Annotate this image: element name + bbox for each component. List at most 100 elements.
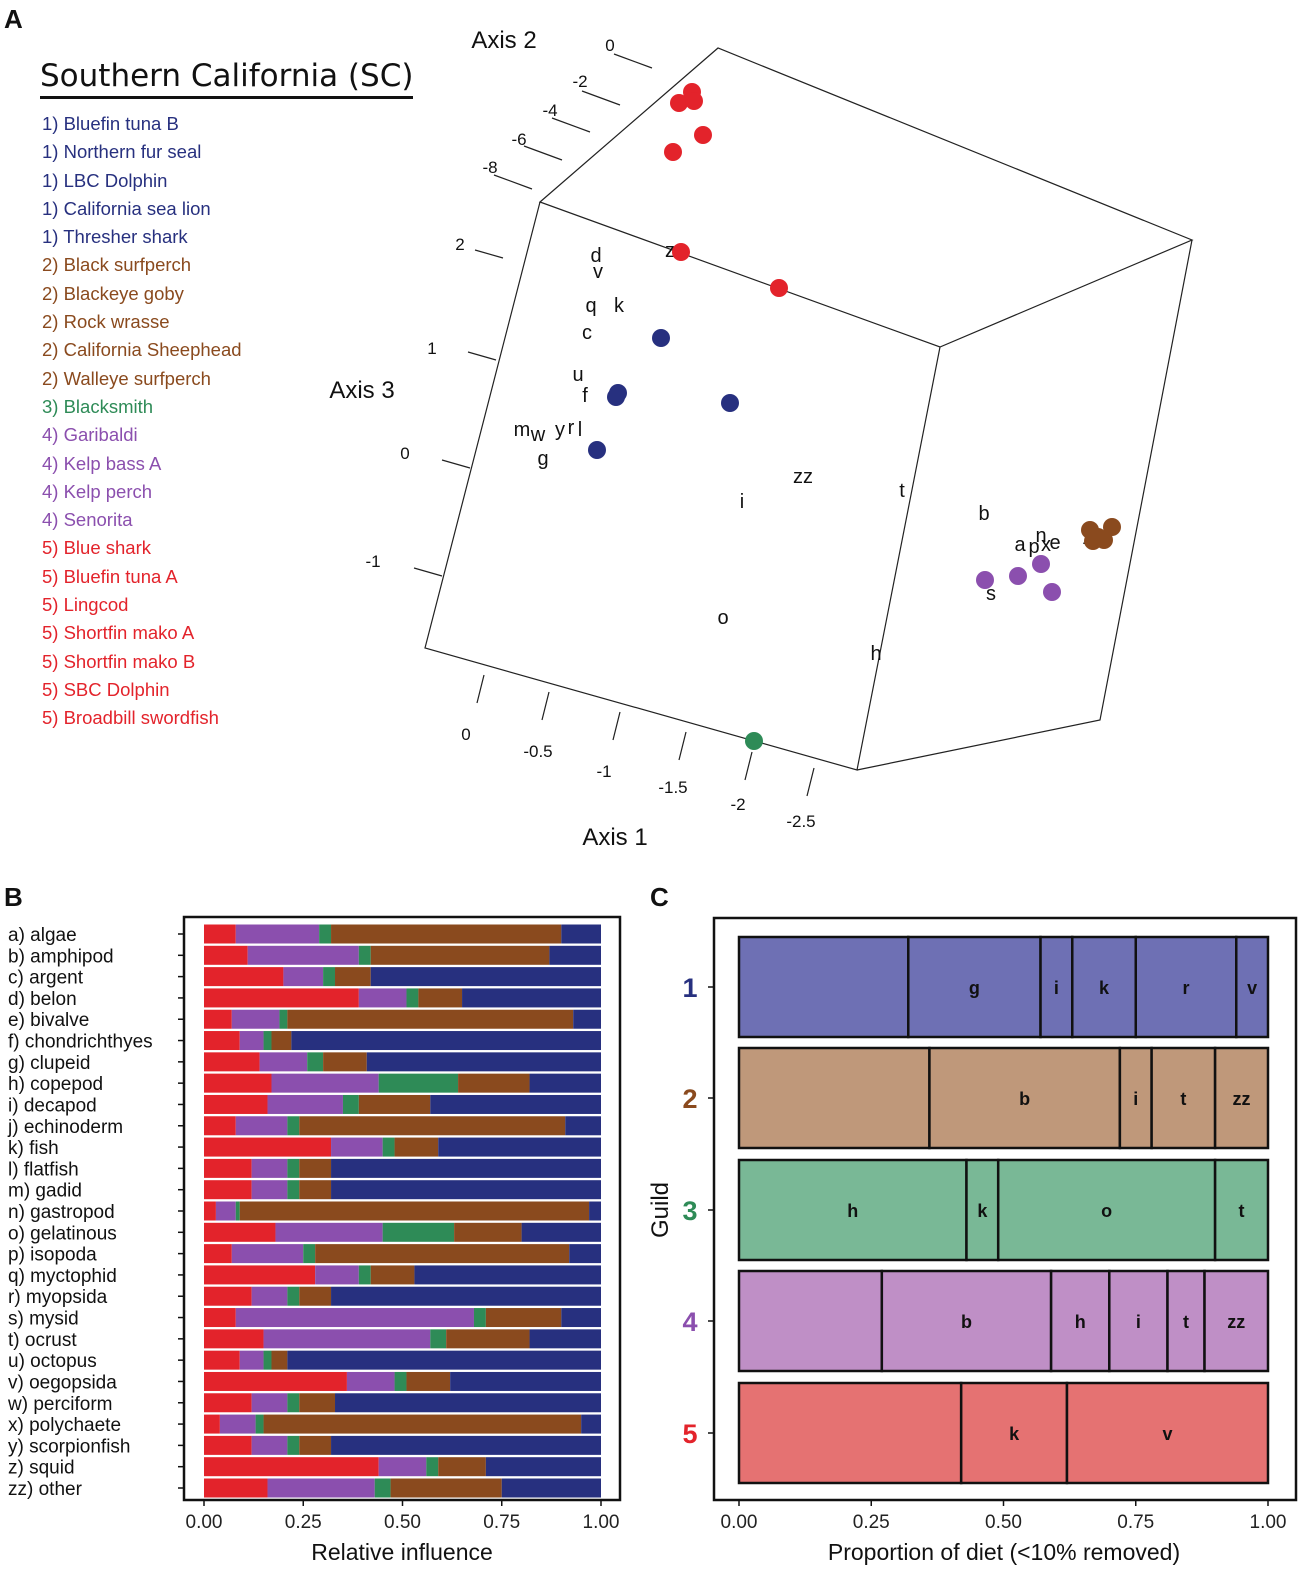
bar-segment bbox=[521, 1222, 601, 1242]
category-label: v) oegopsida bbox=[8, 1372, 117, 1393]
axis3-title: Axis 3 bbox=[329, 377, 394, 404]
bar-segment bbox=[323, 967, 336, 987]
legend-item: 3) Blacksmith bbox=[42, 395, 154, 417]
bar-segment bbox=[307, 1052, 324, 1072]
diet-item-label: m bbox=[514, 419, 531, 441]
axis1-tick bbox=[806, 767, 815, 797]
x-axis-title: Proportion of diet (<10% removed) bbox=[828, 1539, 1180, 1565]
diet-item-label: u bbox=[572, 364, 583, 386]
bar-segment bbox=[204, 945, 248, 965]
bar-segment bbox=[204, 1478, 268, 1498]
bar-segment bbox=[255, 1414, 264, 1434]
axis3-tick bbox=[467, 351, 497, 361]
category-label: i) decapod bbox=[8, 1095, 97, 1116]
category-label: a) algae bbox=[8, 925, 77, 946]
panel-label-b: B bbox=[4, 882, 23, 912]
guild-label: 2 bbox=[682, 1084, 697, 1114]
bar-segment bbox=[235, 1201, 240, 1221]
panel-a-content: 0 -2 -4 -6 -8 Axis 2 2 1 0 -1 Axis 3 0 -0.5 -1 -1.5 -2 -… bbox=[329, 27, 1194, 851]
bar-segment bbox=[215, 1201, 236, 1221]
diet-item-label: q bbox=[585, 295, 596, 317]
diet-segment bbox=[1213, 1046, 1270, 1150]
bar-segment bbox=[299, 1158, 332, 1178]
category-label: x) polychaete bbox=[8, 1415, 121, 1436]
bar-segment bbox=[561, 1308, 601, 1328]
axis2-tick bbox=[613, 53, 653, 69]
bar-segment bbox=[342, 1094, 359, 1114]
bar-segment bbox=[287, 1158, 300, 1178]
cube-edge bbox=[538, 47, 1194, 348]
diet-segment bbox=[1150, 1046, 1217, 1150]
x-tick-label: 0.00 bbox=[721, 1512, 758, 1533]
legend-item: 5) Broadbill swordfish bbox=[42, 707, 219, 729]
bar-segment bbox=[319, 924, 332, 944]
diet-item-label: f bbox=[582, 385, 588, 407]
bar-segment bbox=[299, 1435, 332, 1455]
bar-segment bbox=[204, 1244, 232, 1264]
diet-segment-label: i bbox=[1136, 1312, 1141, 1332]
bar-segment bbox=[331, 1180, 601, 1200]
bar-segment bbox=[414, 1265, 601, 1285]
bar-segment bbox=[235, 1116, 288, 1136]
diet-segment bbox=[737, 935, 910, 1039]
category-label: b) amphipod bbox=[8, 946, 114, 967]
bar-segment bbox=[287, 1009, 574, 1029]
axis1-tick bbox=[744, 751, 753, 781]
legend-item: 1) Northern fur seal bbox=[42, 141, 202, 163]
species-legend: 1) Bluefin tuna B 1) Northern fur seal 1) … bbox=[42, 112, 242, 735]
legend-item: 2) Black surfperch bbox=[42, 254, 192, 276]
bar-segment bbox=[323, 1052, 367, 1072]
category-label: zz) other bbox=[8, 1479, 83, 1500]
bar-segment bbox=[235, 924, 320, 944]
bar-segment bbox=[239, 1031, 264, 1051]
diet-item-label: t bbox=[899, 480, 905, 502]
guild-1-point bbox=[721, 394, 739, 412]
bar-segment bbox=[251, 1158, 288, 1178]
diet-segment-label: v bbox=[1247, 978, 1257, 998]
bar-segment bbox=[335, 967, 371, 987]
diet-segment bbox=[1065, 1381, 1270, 1485]
legend-item: 1) Thresher shark bbox=[42, 226, 188, 248]
category-label: k) fish bbox=[8, 1138, 59, 1159]
bar-segment bbox=[204, 1286, 252, 1306]
bar-segment bbox=[370, 967, 601, 987]
category-label: j) echinoderm bbox=[7, 1117, 123, 1138]
guild-5-point bbox=[672, 243, 690, 261]
diet-item-label: k bbox=[614, 295, 625, 317]
diet-segment bbox=[996, 1158, 1217, 1262]
diet-segment-label: zz bbox=[1227, 1312, 1245, 1332]
axis3-tick bbox=[413, 567, 443, 577]
diet-segment-label: i bbox=[1133, 1089, 1138, 1109]
bar-segment bbox=[331, 1286, 601, 1306]
bar-segment bbox=[267, 1094, 343, 1114]
bar-segment bbox=[299, 1286, 332, 1306]
diet-segment-label: zz bbox=[1233, 1089, 1251, 1109]
legend-item: 1) LBC Dolphin bbox=[42, 169, 168, 191]
bar-segment bbox=[299, 1180, 332, 1200]
bar-segment bbox=[382, 1222, 455, 1242]
x-axis-title: Relative influence bbox=[311, 1539, 493, 1565]
bar-segment bbox=[204, 1414, 220, 1434]
bar-segment bbox=[204, 1393, 252, 1413]
bar-segment bbox=[394, 1137, 439, 1157]
panel-c-diet-proportion-chart: g i k r v 1 b i t zz 2 h k o t 3 b h i t zz 4 k v 5 0.00 0.25 0.50 0… bbox=[650, 916, 1298, 1565]
bar-segment bbox=[204, 1308, 236, 1328]
legend-item: 5) Bluefin tuna A bbox=[42, 565, 178, 587]
bar-segment bbox=[390, 1478, 502, 1498]
bar-segment bbox=[235, 1308, 474, 1328]
bar-segment bbox=[450, 1371, 601, 1391]
bar-segment bbox=[573, 1009, 601, 1029]
legend-item: 2) Rock wrasse bbox=[42, 311, 170, 333]
axis1-tick-label: -0.5 bbox=[523, 742, 552, 761]
bar-segment bbox=[426, 1457, 439, 1477]
bar-segment bbox=[287, 1180, 300, 1200]
bar-segment bbox=[287, 1393, 300, 1413]
bar-segment bbox=[204, 988, 359, 1008]
bar-segment bbox=[378, 1457, 427, 1477]
diet-segment bbox=[737, 1158, 968, 1262]
guild-2-point bbox=[1103, 518, 1121, 536]
legend-item: 2) Walleye surfperch bbox=[42, 367, 211, 389]
bar-segment bbox=[561, 924, 601, 944]
bar-segment bbox=[259, 1052, 308, 1072]
